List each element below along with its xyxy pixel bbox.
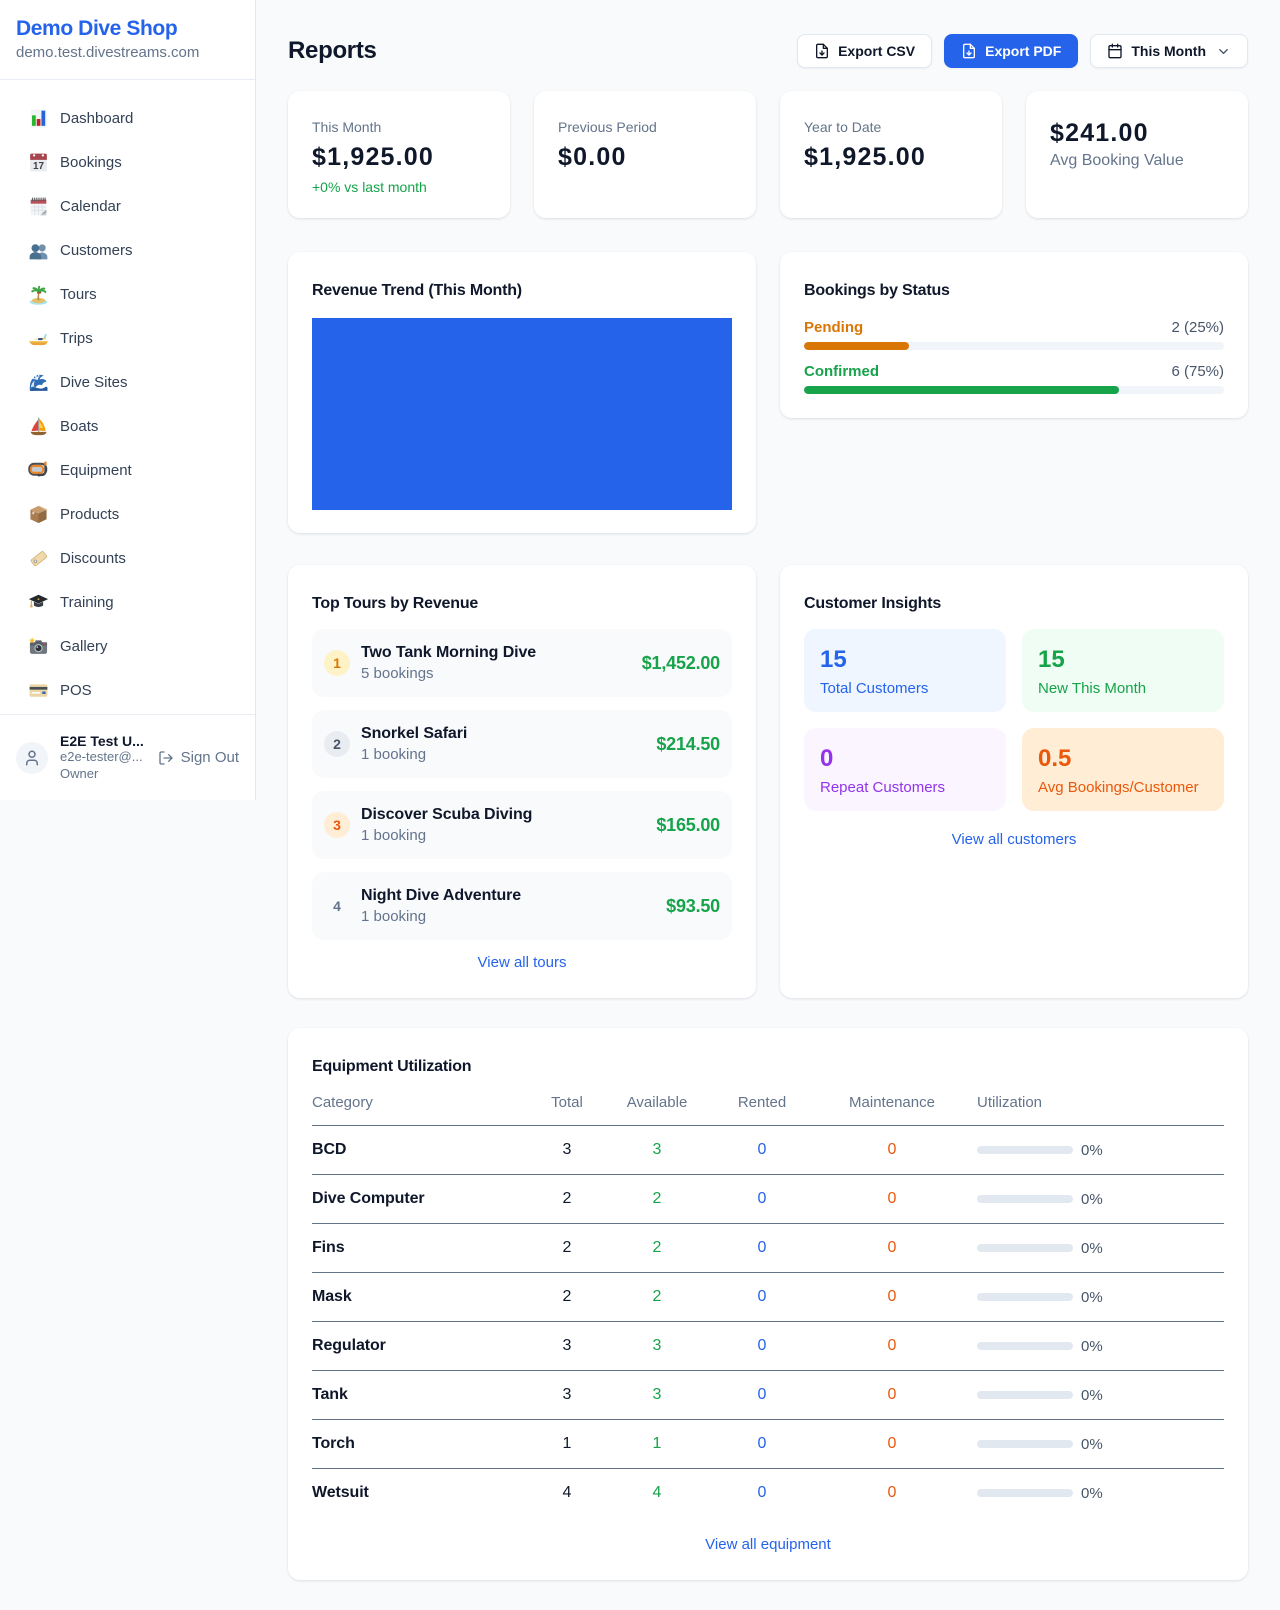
svg-text:17: 17 xyxy=(33,160,45,171)
